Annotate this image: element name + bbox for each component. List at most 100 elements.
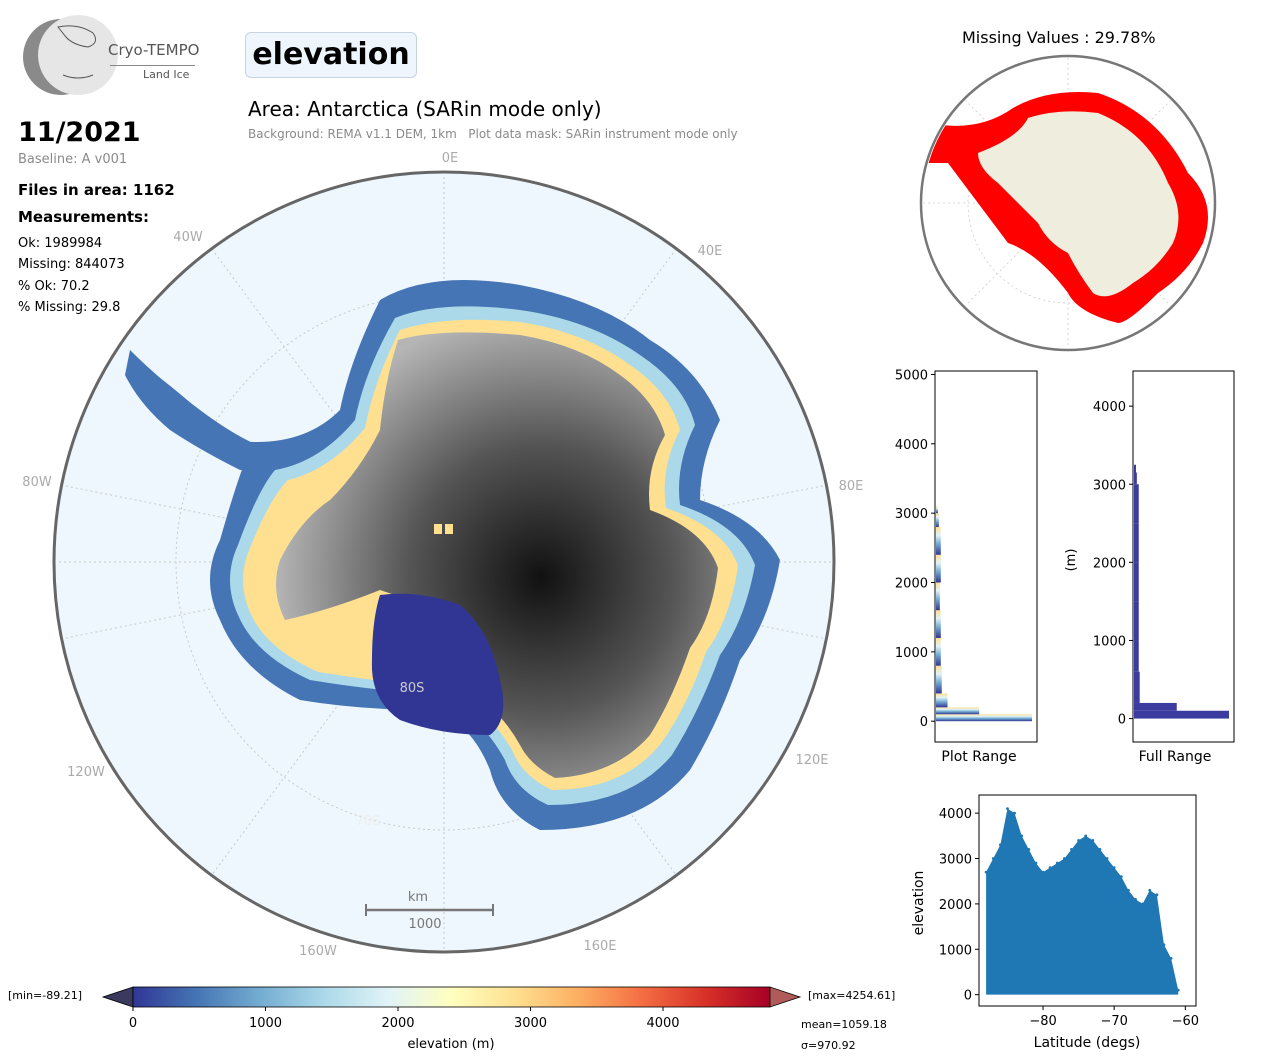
hist-bar xyxy=(936,707,980,715)
lon-label: 80E xyxy=(839,479,864,494)
hist-bar xyxy=(936,637,941,666)
missing-values-map xyxy=(919,54,1217,352)
lon-label: 40W xyxy=(173,230,203,245)
hist-bar xyxy=(936,506,938,514)
scatter-ytick-label: 2000 xyxy=(939,898,972,913)
ross-sea-region xyxy=(371,593,504,735)
hist-tick-label: 5000 xyxy=(895,368,928,383)
scatter-point xyxy=(1098,848,1102,851)
hist-tick-label: 3000 xyxy=(895,507,928,522)
colorbar-ticks: 0 1000 2000 3000 4000 xyxy=(129,1007,680,1031)
colorbar-gradient xyxy=(132,986,771,1008)
scatter-point xyxy=(1141,902,1145,906)
scatter-point xyxy=(1084,834,1088,838)
scatter-point xyxy=(1127,888,1130,892)
hist-bar xyxy=(1134,523,1139,563)
hist-tick-label: 2000 xyxy=(895,577,928,592)
hist-tick-label: 3000 xyxy=(1093,478,1126,493)
scalebar-value: 1000 xyxy=(408,917,441,932)
hist-bar xyxy=(1134,472,1137,485)
hist1-ticks: 0 1000 2000 3000 4000 5000 xyxy=(895,368,935,730)
colorbar-label: elevation (m) xyxy=(407,1037,494,1052)
hist-tick-label: 0 xyxy=(1118,713,1126,728)
full-range-histogram: 0 1000 2000 3000 4000 (m) Full Range xyxy=(1064,370,1235,765)
scatter-point xyxy=(1112,866,1116,870)
lon-label: 120W xyxy=(67,765,105,780)
hist-bar xyxy=(936,714,1032,722)
background-note: Background: REMA v1.1 DEM, 1km Plot data… xyxy=(248,127,738,141)
baseline-label: Baseline: A v001 xyxy=(18,152,128,167)
scatter-ticks: −80 −70 −60 0 1000 2000 3000 4000 xyxy=(939,807,1199,1029)
lon-label: 120E xyxy=(795,753,828,768)
cryo-tempo-logo: Cryo-TEMPO Land Ice xyxy=(18,15,203,100)
lon-label: 80W xyxy=(22,475,52,490)
antarctic-peninsula xyxy=(125,350,270,470)
hist-tick-label: 1000 xyxy=(895,646,928,661)
colorbar-tick-label: 2000 xyxy=(381,1016,414,1031)
antarctica-map: 0E 40E 80E 120E 160E 160W 120W 80W 40W 8… xyxy=(22,151,864,959)
scatter-point xyxy=(1006,807,1009,811)
hist-bar xyxy=(1134,640,1139,672)
scatter-ytick-label: 1000 xyxy=(939,943,972,958)
scatter-ytick-label: 3000 xyxy=(939,853,972,868)
scatter-points xyxy=(984,807,1180,995)
hist-bar xyxy=(936,693,948,708)
scatter-point xyxy=(998,843,1002,847)
colorbar-tick-label: 3000 xyxy=(514,1016,547,1031)
parameter-title: elevation xyxy=(245,32,417,78)
scalebar-unit: km xyxy=(408,890,428,905)
hist-bar xyxy=(936,554,941,583)
stat-ok: Ok: 1989984 xyxy=(18,236,103,251)
scatter-point xyxy=(1041,870,1045,874)
scatter-ytick-label: 0 xyxy=(964,989,972,1004)
scatter-point xyxy=(1155,893,1159,897)
colorbar-max: [max=4254.61] xyxy=(808,989,895,1002)
scatter-xtick-label: −60 xyxy=(1172,1014,1199,1029)
lat-label: 70S xyxy=(356,814,381,829)
hist-bar xyxy=(936,527,941,555)
colorbar-tick-label: 0 xyxy=(129,1016,137,1031)
colorbar-tick-label: 1000 xyxy=(249,1016,282,1031)
colorbar-tick-label: 4000 xyxy=(646,1016,679,1031)
scatter-xtick-label: −80 xyxy=(1029,1014,1056,1029)
latitude-scatter: −80 −70 −60 0 1000 2000 3000 4000 elevation Lat… xyxy=(911,794,1199,1051)
pole-marker xyxy=(434,524,442,534)
scatter-point xyxy=(1027,848,1031,851)
lon-label: 40E xyxy=(698,244,723,259)
lon-label: 160W xyxy=(299,944,337,959)
scatter-point xyxy=(1162,943,1166,947)
scatter-point xyxy=(1105,857,1109,860)
hist2-bars xyxy=(1134,464,1229,719)
scatter-point xyxy=(1048,866,1052,870)
plot-range-histogram: 0 1000 2000 3000 4000 5000 Plot Range xyxy=(895,368,1038,765)
hist-bar xyxy=(1134,562,1139,602)
scatter-ylabel: elevation xyxy=(911,871,927,936)
scatter-point xyxy=(1020,834,1024,838)
hist-tick-label: 1000 xyxy=(1093,634,1126,649)
scatter-point xyxy=(1034,861,1038,865)
scatter-point xyxy=(991,857,995,860)
scatter-point xyxy=(1148,888,1152,892)
hist-bar xyxy=(1134,484,1139,524)
hist-tick-label: 2000 xyxy=(1093,556,1126,571)
stat-pct-ok: % Ok: 70.2 xyxy=(18,279,90,294)
stat-missing: Missing: 844073 xyxy=(18,257,125,272)
scatter-point xyxy=(1169,956,1173,960)
scatter-cloud xyxy=(986,808,1179,995)
hist-bar xyxy=(1134,464,1136,473)
scatter-point xyxy=(1055,861,1059,865)
scatter-point xyxy=(1119,875,1123,879)
scatter-point xyxy=(1062,857,1066,860)
hist2-ticks: 0 1000 2000 3000 4000 xyxy=(1093,400,1133,728)
scatter-point xyxy=(1176,988,1180,992)
ice-sheet-inset xyxy=(978,111,1179,297)
hist1-bars xyxy=(936,506,1032,722)
hist-bar xyxy=(936,610,941,638)
stat-pct-missing: % Missing: 29.8 xyxy=(18,300,121,315)
measurements-label: Measurements: xyxy=(18,208,149,226)
colorbar-over-arrow xyxy=(769,986,802,1008)
colorbar-mean: mean=1059.18 xyxy=(801,1018,887,1031)
ice-sheet-dem xyxy=(276,332,718,778)
hist-bar xyxy=(936,582,940,611)
scatter-point xyxy=(1077,838,1081,842)
